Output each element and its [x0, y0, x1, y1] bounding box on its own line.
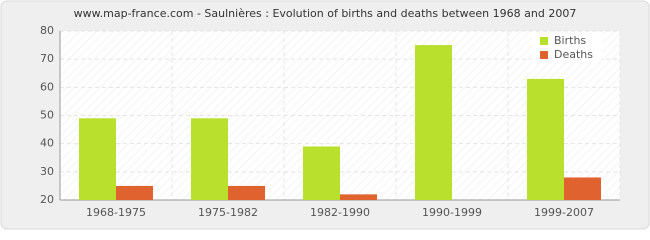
bar [564, 177, 601, 200]
x-tick-label: 1975-1982 [198, 206, 258, 219]
bar [415, 45, 452, 201]
y-tick-label: 70 [40, 52, 54, 65]
bar [116, 185, 153, 200]
y-tick-label: 20 [40, 193, 54, 206]
y-tick-label: 50 [40, 109, 54, 122]
page: {"chart_data": {"type": "bar", "title": … [0, 0, 650, 230]
bar [527, 78, 564, 200]
x-tick-label: 1968-1975 [86, 206, 146, 219]
y-tick-label: 40 [40, 137, 54, 150]
bar [79, 118, 116, 200]
legend-swatch [540, 51, 548, 59]
legend-label: Births [554, 34, 586, 47]
bar [303, 146, 340, 200]
y-tick-label: 80 [40, 24, 54, 37]
x-tick-label: 1982-1990 [310, 206, 370, 219]
bar [340, 194, 377, 200]
chart: www.map-france.com - Saulnières : Evolut… [0, 0, 650, 230]
y-tick-label: 30 [40, 165, 54, 178]
legend-swatch [540, 37, 548, 45]
bar [191, 118, 228, 200]
x-tick-label: 1999-2007 [534, 206, 594, 219]
legend-label: Deaths [554, 48, 593, 61]
y-tick-label: 60 [40, 80, 54, 93]
chart-title: www.map-france.com - Saulnières : Evolut… [74, 7, 577, 20]
bar [228, 185, 265, 200]
x-tick-label: 1990-1999 [422, 206, 482, 219]
